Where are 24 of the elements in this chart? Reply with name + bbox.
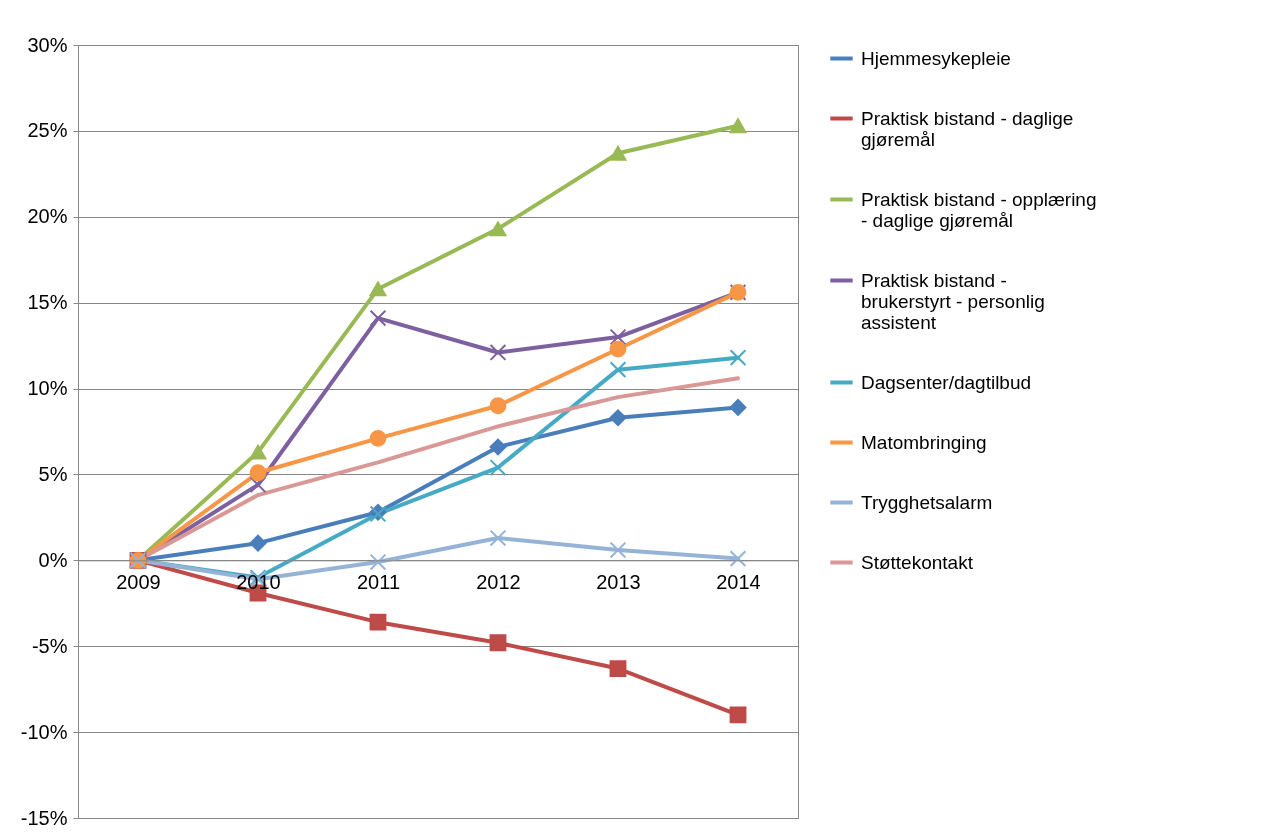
x-tick-label: 2010 [236, 570, 281, 593]
y-tick-label: -5% [31, 634, 68, 657]
x-tick-label: 2009 [116, 570, 161, 593]
x-tick-label: 2014 [716, 570, 761, 593]
legend-label: Praktisk bistand - opplæring - daglige gjøremål [861, 188, 1097, 231]
y-tick-label: 25% [27, 119, 68, 142]
y-tick-label: 15% [27, 291, 68, 314]
legend-label: Matombringing [861, 431, 987, 453]
x-tick-label: 2012 [476, 570, 521, 593]
legend-label: Praktisk bistand - daglige gjøremål [861, 107, 1074, 150]
y-tick-label: 0% [38, 548, 68, 571]
y-tick-label: 30% [27, 33, 68, 56]
x-tick-label: 2013 [596, 570, 641, 593]
legend-label: Hjemmesykepleie [861, 47, 1011, 69]
x-tick-label: 2011 [356, 570, 401, 593]
y-tick-label: 10% [27, 377, 68, 400]
legend-label: Praktisk bistand - brukerstyrt - personlig assistent [861, 269, 1045, 333]
y-tick-label: 20% [27, 205, 68, 228]
y-tick-label: -15% [20, 806, 68, 829]
legend-label: Støttekontakt [861, 551, 974, 573]
y-tick-label: 5% [38, 462, 68, 485]
legend-label: Dagsenter/dagtilbud [861, 371, 1032, 393]
y-tick-label: -10% [20, 720, 68, 743]
legend-label: Trygghetsalarm [861, 491, 993, 513]
